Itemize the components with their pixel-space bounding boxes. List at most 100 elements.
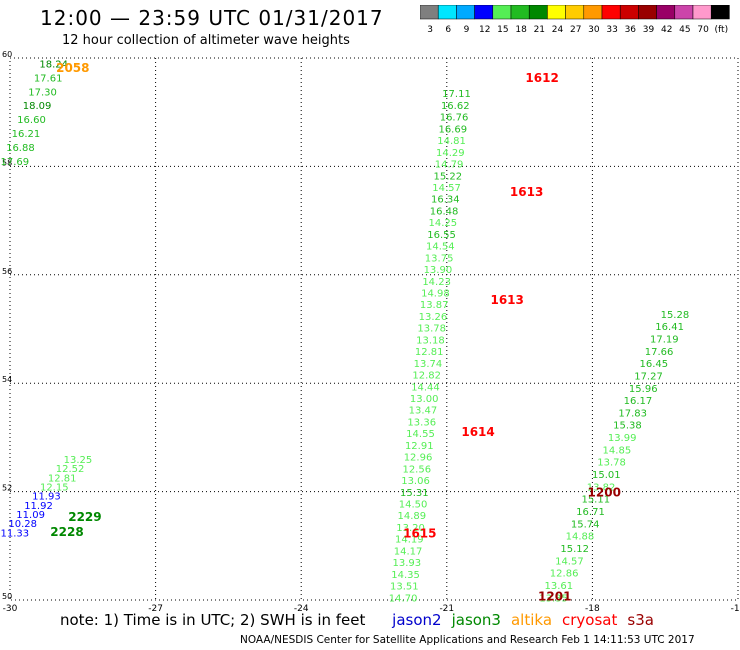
wave-height-value: 12.81 bbox=[415, 347, 444, 358]
wave-height-value: 16.41 bbox=[655, 322, 684, 333]
y-tick-label: 50 bbox=[2, 592, 12, 601]
pass-time-label: 1615 bbox=[403, 526, 436, 540]
wave-height-value: 12.86 bbox=[550, 569, 579, 580]
wave-height-value: 13.18 bbox=[416, 335, 445, 346]
scale-label: 70 bbox=[697, 25, 709, 35]
wave-height-value: 16.21 bbox=[12, 129, 41, 140]
scale-label: 12 bbox=[479, 25, 490, 35]
legend-cryosat: cryosat bbox=[562, 611, 618, 629]
scale-label: 36 bbox=[625, 25, 637, 35]
wave-height-value: 14.35 bbox=[391, 570, 420, 581]
scale-label: 42 bbox=[661, 25, 672, 35]
y-tick-label: 58 bbox=[2, 158, 12, 167]
scale-label: 15 bbox=[497, 25, 508, 35]
wave-height-value: 12.81 bbox=[48, 473, 77, 484]
wave-height-value: 13.75 bbox=[425, 253, 454, 264]
legend-s3a: s3a bbox=[627, 611, 654, 629]
y-tick-label: 54 bbox=[2, 375, 12, 384]
wave-height-value: 14.50 bbox=[399, 500, 428, 511]
wave-height-value: 15.28 bbox=[661, 310, 690, 321]
pass-time-label: 1614 bbox=[461, 425, 494, 439]
wave-height-value: 14.85 bbox=[603, 445, 632, 456]
wave-height-value: 17.30 bbox=[28, 87, 57, 98]
wave-height-value: 13.51 bbox=[390, 582, 419, 593]
wave-height-value: 16.45 bbox=[639, 359, 668, 370]
scale-label: (ft) bbox=[715, 25, 729, 35]
wave-height-value: 14.89 bbox=[397, 511, 426, 522]
wave-height-value: 14.88 bbox=[566, 532, 595, 543]
wave-height-value: 14.19 bbox=[395, 535, 424, 546]
wave-height-value: 13.93 bbox=[393, 558, 422, 569]
wave-height-value: 12.96 bbox=[404, 453, 433, 464]
scale-label: 18 bbox=[515, 25, 527, 35]
scale-label: 21 bbox=[534, 25, 545, 35]
wave-height-value: 13.78 bbox=[417, 324, 446, 335]
wave-height-value: 16.34 bbox=[431, 195, 460, 206]
x-tick-label: -15 bbox=[731, 604, 740, 614]
y-tick-label: 60 bbox=[2, 50, 12, 59]
wave-height-value: 13.26 bbox=[419, 312, 448, 323]
wave-height-value: 14.81 bbox=[437, 136, 466, 147]
pass-time-label: 1612 bbox=[525, 71, 558, 85]
wave-height-value: 14.29 bbox=[436, 148, 465, 159]
wave-height-value: 10.28 bbox=[8, 519, 37, 530]
wave-height-value: 14.98 bbox=[421, 289, 450, 300]
footer-credit: NOAA/NESDIS Center for Satellite Applica… bbox=[240, 634, 695, 646]
scale-label: 6 bbox=[445, 25, 451, 35]
pass-time-label: 1201 bbox=[538, 590, 571, 604]
wave-height-value: 14.57 bbox=[432, 183, 461, 194]
scale-swatch bbox=[710, 5, 730, 20]
wave-height-value: 17.19 bbox=[650, 334, 679, 345]
scale-label: 27 bbox=[570, 25, 581, 35]
wave-height-value: 15.11 bbox=[581, 495, 610, 506]
wave-height-value: 12.82 bbox=[412, 371, 441, 382]
scale-label: 39 bbox=[643, 25, 655, 35]
wave-height-value: 18.09 bbox=[23, 101, 52, 112]
y-tick-label: 56 bbox=[2, 267, 12, 276]
wave-height-value: 15.96 bbox=[629, 384, 658, 395]
wave-height-value: 15.01 bbox=[592, 470, 621, 481]
legend-jason3: jason3 bbox=[451, 611, 501, 629]
wave-height-value: 13.82 bbox=[587, 482, 616, 493]
wave-height-value: 13.99 bbox=[608, 433, 637, 444]
wave-height-value: 14.55 bbox=[406, 429, 435, 440]
wave-height-value: 15.38 bbox=[613, 421, 642, 432]
wave-height-value: 14.25 bbox=[429, 218, 458, 229]
wave-height-value: 17.83 bbox=[618, 408, 647, 419]
wave-height-value: 15.22 bbox=[433, 171, 462, 182]
wave-height-value: 16.55 bbox=[427, 230, 456, 241]
pass-time-label: 1200 bbox=[588, 486, 621, 500]
y-tick-label: 52 bbox=[2, 484, 12, 493]
pass-time-label: 1613 bbox=[510, 185, 543, 199]
wave-height-value: 16.48 bbox=[430, 206, 459, 217]
wave-height-value: 13.47 bbox=[409, 406, 438, 417]
wave-height-value: 13.25 bbox=[64, 455, 93, 466]
wave-height-value: 18.24 bbox=[39, 59, 68, 70]
wave-height-value: 14.79 bbox=[435, 160, 464, 171]
x-tick-label: -18 bbox=[585, 604, 600, 614]
pass-time-label: 2228 bbox=[50, 525, 83, 539]
scale-label: 9 bbox=[464, 25, 470, 35]
wave-height-value: 13.87 bbox=[420, 300, 449, 311]
wave-height-value: 11.92 bbox=[24, 501, 53, 512]
wave-height-value: 16.71 bbox=[576, 507, 605, 518]
wave-height-value: 13.20 bbox=[396, 523, 425, 534]
wave-height-value: 11.93 bbox=[32, 492, 61, 503]
wave-height-value: 14.57 bbox=[555, 556, 584, 567]
wave-height-value: 15.12 bbox=[560, 544, 589, 555]
scale-label: 30 bbox=[588, 25, 600, 35]
legend-jason2: jason2 bbox=[392, 611, 442, 629]
wave-height-value: 13.36 bbox=[407, 417, 436, 428]
wave-height-value: 16.17 bbox=[624, 396, 653, 407]
wave-height-value: 15.31 bbox=[400, 488, 429, 499]
chart-title: 12:00 — 23:59 UTC 01/31/2017 bbox=[40, 6, 384, 30]
wave-height-value: 11.09 bbox=[16, 510, 45, 521]
wave-height-value: 14.70 bbox=[389, 593, 418, 604]
pass-time-label: 2229 bbox=[68, 510, 101, 524]
wave-height-value: 17.27 bbox=[634, 371, 663, 382]
wave-height-value: 13.06 bbox=[401, 476, 430, 487]
wave-height-value: 13.78 bbox=[597, 458, 626, 469]
legend-altika: altika bbox=[510, 611, 553, 629]
wave-height-value: 12.91 bbox=[405, 441, 434, 452]
